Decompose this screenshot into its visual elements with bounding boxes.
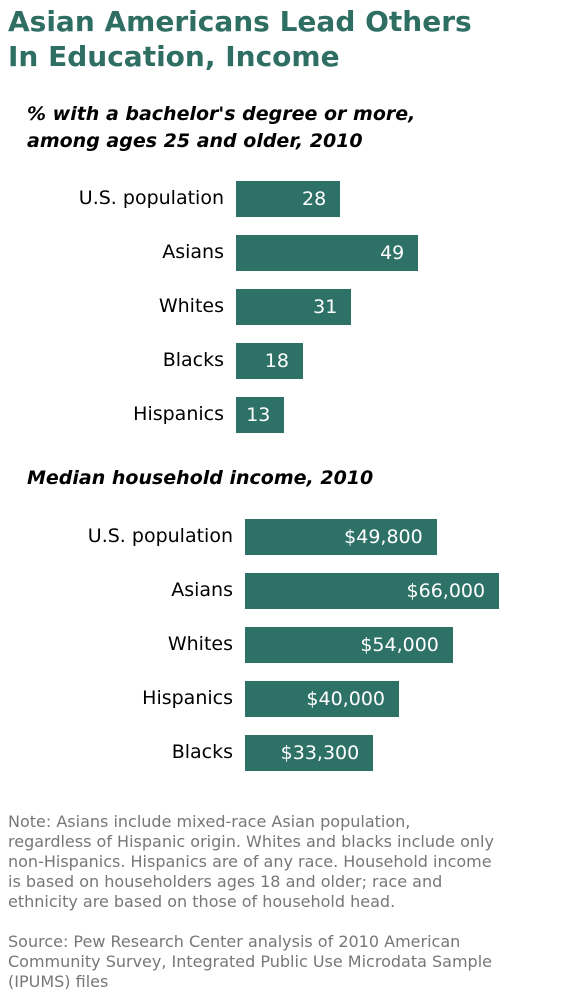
education-bar	[236, 181, 341, 217]
education-bar	[236, 289, 352, 325]
note-text: Note: Asians include mixed-race Asian po…	[8, 812, 568, 912]
income-value-label: $49,800	[344, 526, 423, 548]
income-bar	[245, 735, 374, 771]
income-bar	[245, 627, 453, 663]
education-category-label: Hispanics	[133, 403, 224, 425]
education-value-label: 18	[264, 350, 289, 372]
income-value-label: $33,300	[280, 742, 360, 764]
income-value-label: $66,000	[406, 580, 486, 602]
education-bar	[236, 397, 285, 433]
source-text: Source: Pew Research Center analysis of …	[8, 932, 568, 992]
education-value-label: 13	[246, 404, 271, 426]
note-line: regardless of Hispanic origin. Whites an…	[8, 832, 494, 851]
education-category-label: U.S. population	[78, 187, 224, 209]
education-bar	[236, 235, 419, 271]
note-line: Note: Asians include mixed-race Asian po…	[8, 812, 411, 831]
education-chart-title-line-1: % with a bachelor's degree or more,	[27, 103, 416, 125]
note-line: ethnicity are based on those of househol…	[8, 892, 396, 911]
income-bar	[245, 519, 437, 555]
note-line: non-Hispanics. Hispanics are of any race…	[8, 852, 492, 871]
education-bar	[236, 343, 303, 379]
education-value-label: 49	[380, 242, 405, 264]
source-line: Community Survey, Integrated Public Use …	[8, 952, 492, 971]
income-category-label: Whites	[167, 633, 233, 655]
chart-title-line-1: Asian Americans Lead Others	[8, 5, 472, 38]
education-chart-title: % with a bachelor's degree or more, amon…	[27, 101, 567, 155]
education-category-label: Asians	[162, 241, 224, 263]
income-value-label: $40,000	[306, 688, 385, 710]
chart-title: Asian Americans Lead Others In Education…	[8, 4, 568, 74]
income-category-label: U.S. population	[87, 525, 233, 547]
education-value-label: 28	[301, 188, 327, 210]
income-bar	[245, 681, 399, 717]
education-value-label: 31	[313, 296, 338, 318]
chart-title-line-2: In Education, Income	[8, 40, 340, 73]
income-chart-title: Median household income, 2010	[27, 467, 374, 489]
income-value-label: $54,000	[360, 634, 439, 656]
income-category-label: Blacks	[171, 741, 233, 763]
note-line: is based on householders ages 18 and old…	[8, 872, 443, 891]
education-category-label: Blacks	[162, 349, 224, 371]
income-category-label: Hispanics	[142, 687, 233, 709]
source-line: Source: Pew Research Center analysis of …	[8, 932, 461, 951]
income-bar	[245, 573, 500, 609]
education-chart-title-line-2: among ages 25 and older, 2010	[27, 130, 363, 152]
income-category-label: Asians	[171, 579, 233, 601]
source-line: (IPUMS) files	[8, 972, 109, 991]
education-category-label: Whites	[158, 295, 224, 317]
